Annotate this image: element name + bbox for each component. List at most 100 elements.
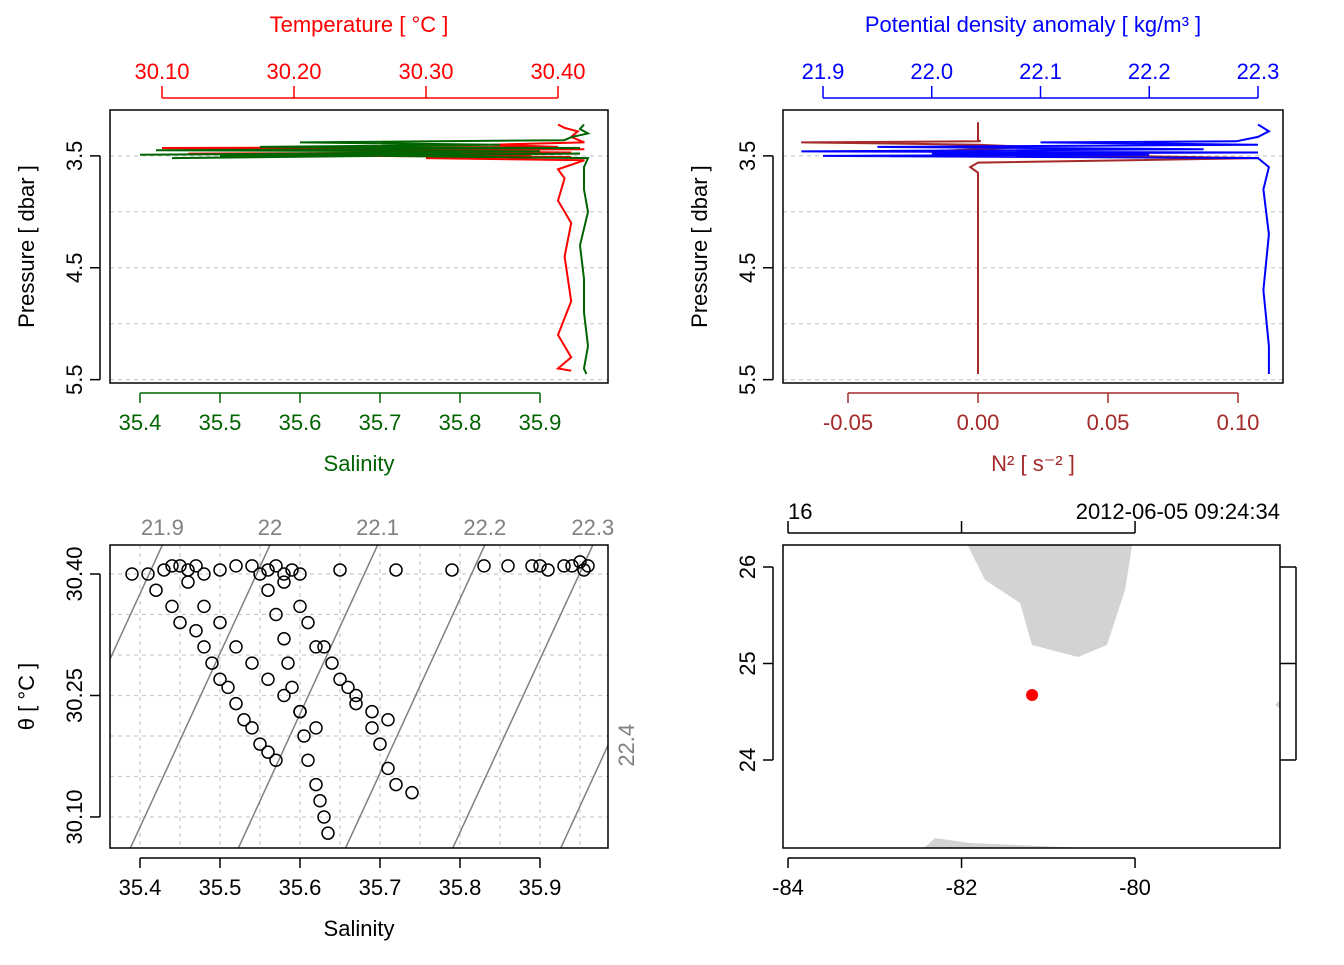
ts-point bbox=[205, 656, 219, 670]
x-tick-label: 0.00 bbox=[957, 410, 1000, 435]
ts-point bbox=[261, 745, 275, 759]
ts-point bbox=[245, 656, 259, 670]
x-tick-label: 35.5 bbox=[199, 875, 242, 900]
ts-point bbox=[245, 721, 259, 735]
y-tick-label: 24 bbox=[735, 748, 760, 772]
x-tick-label: 30.40 bbox=[530, 59, 585, 84]
x-tick-label: 22.3 bbox=[1237, 59, 1280, 84]
ts-point bbox=[229, 696, 243, 711]
x-tick-label: 35.9 bbox=[519, 410, 562, 435]
x-tick-label: 35.9 bbox=[519, 875, 562, 900]
ts-point bbox=[317, 810, 331, 824]
ts-point bbox=[301, 753, 315, 768]
isopycnal bbox=[110, 545, 164, 661]
ts-point bbox=[281, 656, 295, 670]
ts-point bbox=[317, 640, 331, 654]
x-tick-label: -0.05 bbox=[823, 410, 873, 435]
ts-point bbox=[245, 559, 259, 573]
ts-point bbox=[149, 583, 163, 597]
ts-point bbox=[261, 563, 275, 577]
ts-point bbox=[229, 559, 243, 573]
coastline bbox=[924, 838, 1085, 848]
y-tick-label: 3.5 bbox=[735, 141, 760, 172]
x-tick-label: -80 bbox=[1119, 875, 1151, 900]
ts-point bbox=[261, 672, 275, 687]
x-tick-label: 30.30 bbox=[398, 59, 453, 84]
y-tick-label: 30.40 bbox=[62, 546, 87, 601]
y-tick-label: 4.5 bbox=[62, 252, 87, 283]
ts-point bbox=[213, 672, 227, 687]
ts-point bbox=[541, 563, 555, 577]
x-tick-label: 22.1 bbox=[1019, 59, 1062, 84]
x-tick-label: -84 bbox=[772, 875, 804, 900]
ts-point bbox=[261, 583, 275, 597]
ts-point bbox=[189, 623, 203, 638]
y-axis-title: θ [ °C ] bbox=[14, 663, 39, 730]
x-tick-label: 21.9 bbox=[802, 59, 845, 84]
ts-point bbox=[293, 599, 307, 614]
y-axis-title: Pressure [ dbar ] bbox=[14, 165, 39, 328]
x-tick-label: 35.8 bbox=[439, 875, 482, 900]
x-tick-label: 22.2 bbox=[1128, 59, 1171, 84]
ts-point bbox=[173, 559, 187, 573]
profile-line bbox=[139, 123, 591, 375]
ts-point bbox=[565, 559, 579, 573]
ts-point bbox=[381, 713, 395, 727]
x-tick-label: 35.7 bbox=[359, 410, 402, 435]
profile-line bbox=[801, 122, 1259, 374]
ts-point bbox=[197, 567, 211, 581]
x2-axis-title: Temperature [ °C ] bbox=[270, 12, 449, 37]
ts-point bbox=[381, 761, 395, 776]
y-tick-label: 3.5 bbox=[62, 141, 87, 172]
ts-point bbox=[365, 721, 379, 735]
ts-point bbox=[313, 794, 327, 808]
ts-point bbox=[277, 567, 291, 581]
ts-point bbox=[373, 737, 387, 751]
isopycnal-label: 22.3 bbox=[571, 515, 614, 540]
x-axis-title: N² [ s⁻² ] bbox=[991, 451, 1075, 476]
ts-point bbox=[577, 563, 591, 577]
ts-point bbox=[197, 640, 211, 654]
x-tick-label: 0.10 bbox=[1217, 410, 1260, 435]
ts-point bbox=[297, 729, 311, 743]
ts-point bbox=[197, 599, 211, 614]
x2-axis-title: Potential density anomaly [ kg/m³ ] bbox=[865, 12, 1201, 37]
ts-point bbox=[405, 785, 419, 800]
ts-point bbox=[349, 688, 363, 703]
ts-point bbox=[293, 567, 307, 581]
isopycnal bbox=[452, 545, 594, 848]
ts-point bbox=[253, 737, 267, 751]
isopycnal-label: 21.9 bbox=[141, 515, 184, 540]
x-tick-label: 35.6 bbox=[279, 410, 322, 435]
ts-point bbox=[389, 563, 403, 577]
ts-point bbox=[277, 632, 291, 646]
y-tick-label: 30.10 bbox=[62, 789, 87, 844]
ts-point bbox=[325, 656, 339, 670]
ts-point bbox=[141, 567, 155, 581]
profile-line bbox=[801, 123, 1271, 374]
ts-point bbox=[581, 559, 595, 573]
x-tick-label: 35.7 bbox=[359, 875, 402, 900]
isopycnal bbox=[129, 545, 271, 848]
ts-point bbox=[573, 555, 587, 569]
time-label: 2012-06-05 09:24:34 bbox=[1076, 499, 1280, 524]
profile-line bbox=[161, 123, 585, 372]
isopycnal-label: 22.2 bbox=[463, 515, 506, 540]
ts-point bbox=[445, 563, 459, 577]
x-tick-label: 30.20 bbox=[266, 59, 321, 84]
ts-point bbox=[333, 672, 347, 687]
ts-point bbox=[293, 704, 307, 719]
x-axis-title: Salinity bbox=[324, 916, 395, 941]
station-label: 16 bbox=[788, 499, 812, 524]
ts-point bbox=[253, 567, 267, 581]
ts-point bbox=[309, 640, 323, 654]
ts-point bbox=[277, 575, 291, 589]
land bbox=[924, 545, 1280, 848]
coastline bbox=[967, 545, 1133, 657]
ts-point bbox=[301, 615, 315, 630]
ts-point bbox=[477, 559, 491, 573]
ts-point bbox=[181, 575, 195, 589]
ts-point bbox=[237, 713, 251, 727]
